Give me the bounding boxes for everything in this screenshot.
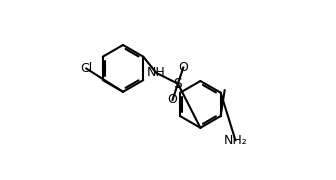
- Text: O: O: [178, 61, 188, 74]
- Text: O: O: [168, 93, 177, 106]
- Text: NH₂: NH₂: [224, 134, 247, 147]
- Text: S: S: [173, 77, 182, 91]
- Text: NH: NH: [147, 66, 166, 79]
- Text: Cl: Cl: [80, 62, 92, 75]
